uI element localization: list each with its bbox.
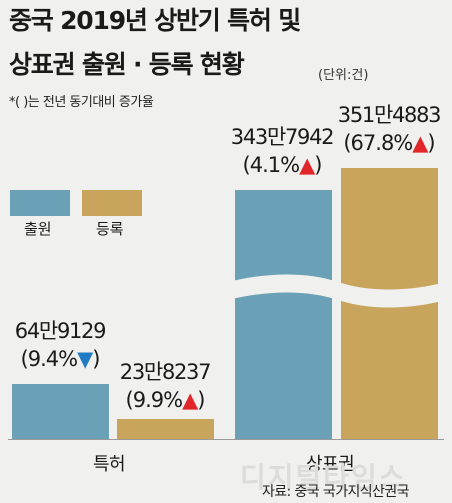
down-arrow-icon: ▼ (77, 347, 93, 371)
up-arrow-icon: ▲ (412, 131, 428, 155)
axis-break-wave (228, 274, 446, 308)
legend-label-registration: 등록 (96, 220, 124, 238)
change-text: (9.9%▲) (125, 388, 206, 412)
change-text: (67.8%▲) (343, 131, 435, 155)
up-arrow-icon: ▲ (299, 153, 315, 177)
bar-patent-registration (117, 419, 214, 439)
up-arrow-icon: ▲ (182, 388, 198, 412)
category-label-trademark: 상표권 (306, 454, 355, 475)
label-patent-application-value: 64만9129 (14, 319, 107, 343)
source-note: 자료: 중국 국가지식산권국 (262, 484, 410, 500)
chart-title-line2: 상표권 출원 · 등록 현황 (9, 50, 245, 79)
legend-swatch-registration (82, 190, 142, 216)
footnote: *( )는 전년 동기대비 증가율 (9, 95, 154, 110)
legend-swatch-application (10, 190, 70, 216)
change-text: (9.4%▼) (20, 347, 101, 371)
chart-title-line1: 중국 2019년 상반기 특허 및 (9, 6, 301, 35)
change-text: (4.1%▲) (242, 153, 323, 177)
legend-label-application: 출원 (24, 220, 52, 238)
label-trademark-registration-change: (67.8%▲) (328, 130, 450, 157)
label-patent-registration-value: 23만8237 (119, 360, 212, 384)
watermark: 디지털타임스 (240, 461, 407, 494)
label-patent-registration-change: (9.9%▲) (105, 387, 225, 414)
label-trademark-application-value: 343만7942 (230, 125, 335, 149)
category-label-patent: 특허 (93, 454, 126, 475)
bar-patent-application (12, 384, 109, 439)
label-trademark-registration-value: 351만4883 (337, 103, 442, 127)
baseline (8, 439, 444, 440)
bar-trademark-application (235, 190, 332, 439)
label-trademark-application-change: (4.1%▲) (222, 152, 342, 179)
label-patent-application-change: (9.4%▼) (0, 346, 120, 373)
unit-label: (단위:건) (318, 68, 369, 83)
